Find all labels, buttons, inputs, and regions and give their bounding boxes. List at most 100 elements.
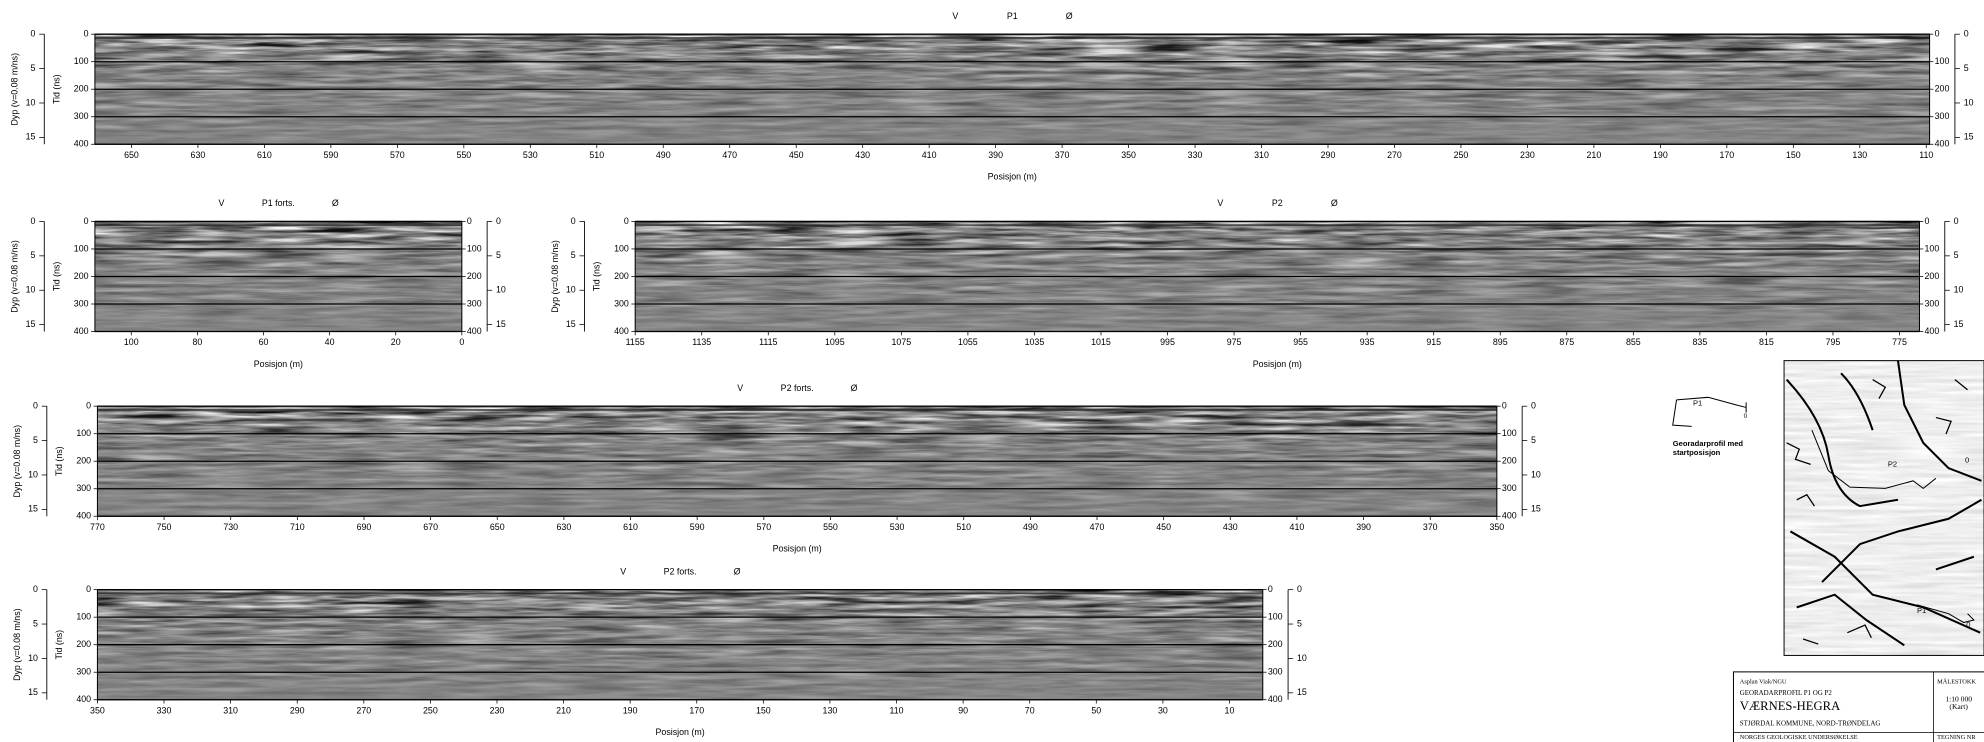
x-tick-label: 100 [124, 337, 139, 347]
x-tick-label: 210 [556, 705, 571, 715]
direction-left: V [737, 383, 743, 393]
y2-axis-label: Dyp (v=0.08 m/ns) [12, 425, 22, 498]
legend-start: 0 [1744, 413, 1748, 420]
y2-tick-label-right: 5 [496, 250, 501, 260]
x-tick-label: 795 [1826, 337, 1841, 347]
x-tick-label: 230 [1520, 150, 1535, 160]
map-label: 0 [1966, 620, 1970, 629]
x-tick-label: 710 [290, 522, 305, 532]
x-tick-label: 1035 [1025, 337, 1045, 347]
y2-tick-label-right: 0 [1964, 29, 1969, 39]
y-tick-label-right: 200 [1502, 456, 1517, 466]
direction-left: V [1217, 198, 1223, 208]
y2-axis-label: Dyp (v=0.08 m/ns) [10, 240, 20, 313]
y2-tick-label-right: 5 [1954, 250, 1959, 260]
x-tick-label: 470 [1090, 522, 1105, 532]
y-tick-label: 0 [84, 29, 89, 39]
legend-profile: P1 [1693, 399, 1702, 408]
x-tick-label: 995 [1160, 337, 1175, 347]
x-tick-label: 350 [1489, 522, 1504, 532]
tb-scale: 1:10 000 [1945, 694, 1972, 703]
panel-title: P2 forts. [781, 383, 814, 393]
direction-left: V [952, 11, 958, 21]
x-tick-label: 670 [423, 522, 438, 532]
legend-caption: startposisjon [1673, 448, 1721, 457]
x-tick-label: 290 [1321, 150, 1336, 160]
y2-tick-label: 5 [33, 618, 38, 628]
x-tick-label: 550 [456, 150, 471, 160]
tb-author: Asplan Viak/NGU [1740, 678, 1787, 685]
y-tick-label-right: 300 [467, 298, 482, 308]
x-tick-label: 955 [1293, 337, 1308, 347]
y2-tick-label-right: 10 [1954, 285, 1964, 295]
x-tick-label: 530 [890, 522, 905, 532]
y2-tick-label: 10 [26, 285, 36, 295]
x-tick-label: 330 [157, 705, 172, 715]
y2-tick-label: 10 [28, 469, 38, 479]
y-tick-label: 0 [84, 216, 89, 226]
x-tick-label: 975 [1227, 337, 1242, 347]
y-tick-label-right: 300 [1925, 298, 1940, 308]
y2-tick-label: 10 [566, 285, 576, 295]
y-axis-label: Tid (ns) [51, 74, 61, 104]
y2-tick-label: 15 [28, 687, 38, 697]
y2-tick-label-right: 0 [1954, 216, 1959, 226]
direction-right: Ø [1066, 11, 1073, 21]
y-tick-label: 200 [76, 639, 91, 649]
y-tick-label-right: 200 [1268, 639, 1283, 649]
x-tick-label: 490 [656, 150, 671, 160]
x-tick-label: 150 [1786, 150, 1801, 160]
y-tick-label: 100 [614, 243, 629, 253]
y2-tick-label-right: 5 [1964, 63, 1969, 73]
x-tick-label: 330 [1188, 150, 1203, 160]
y-axis-label: Tid (ns) [54, 630, 64, 660]
y-tick-label-right: 100 [467, 243, 482, 253]
y-tick-label-right: 400 [467, 326, 482, 336]
y2-tick-label-right: 15 [496, 319, 506, 329]
legend-caption: Georadarprofil med [1673, 439, 1744, 448]
x-tick-label: 775 [1892, 337, 1907, 347]
y2-tick-label: 0 [33, 401, 38, 411]
x-tick-label: 10 [1225, 705, 1235, 715]
tb-drawing: TEGNING NR [1937, 734, 1976, 741]
x-tick-label: 610 [257, 150, 272, 160]
tb-scale-label: MÅLESTOKK [1937, 677, 1976, 685]
y-tick-label-right: 100 [1935, 56, 1950, 66]
y-tick-label-right: 0 [1935, 29, 1940, 39]
y-tick-label: 100 [76, 612, 91, 622]
x-tick-label: 50 [1091, 705, 1101, 715]
x-tick-label: 610 [623, 522, 638, 532]
panel-title: P2 forts. [664, 566, 697, 576]
y-tick-label-right: 400 [1502, 511, 1517, 521]
y-tick-label-right: 100 [1925, 243, 1940, 253]
direction-right: Ø [1331, 198, 1338, 208]
y2-tick-label: 15 [566, 319, 576, 329]
y2-tick-label-right: 15 [1964, 132, 1974, 142]
y-tick-label-right: 400 [1935, 139, 1950, 149]
y-tick-label-right: 300 [1502, 483, 1517, 493]
y2-tick-label-right: 10 [1297, 653, 1307, 663]
y-tick-label: 400 [76, 694, 91, 704]
x-tick-label: 250 [423, 705, 438, 715]
y2-tick-label: 0 [31, 216, 36, 226]
y2-tick-label-right: 5 [1531, 435, 1536, 445]
x-tick-label: 490 [1023, 522, 1038, 532]
y-tick-label-right: 0 [1268, 584, 1273, 594]
x-tick-label: 90 [958, 705, 968, 715]
y-tick-label-right: 100 [1268, 612, 1283, 622]
y2-tick-label-right: 10 [1964, 97, 1974, 107]
y2-tick-label-right: 10 [496, 285, 506, 295]
x-tick-label: 430 [1223, 522, 1238, 532]
x-tick-label: 630 [557, 522, 572, 532]
y2-tick-label: 15 [28, 504, 38, 514]
y2-tick-label-right: 15 [1531, 504, 1541, 514]
x-tick-label: 350 [1121, 150, 1136, 160]
y-tick-label: 300 [74, 298, 89, 308]
x-tick-label: 450 [789, 150, 804, 160]
x-tick-label: 80 [192, 337, 202, 347]
legend-sketch: P1 0 Georadarprofil med startposisjon [1672, 396, 1748, 457]
x-tick-label: 1075 [892, 337, 912, 347]
y-axis-label: Tid (ns) [592, 262, 602, 292]
y2-tick-label-right: 0 [1297, 584, 1302, 594]
y-axis-label: Tid (ns) [51, 262, 61, 292]
